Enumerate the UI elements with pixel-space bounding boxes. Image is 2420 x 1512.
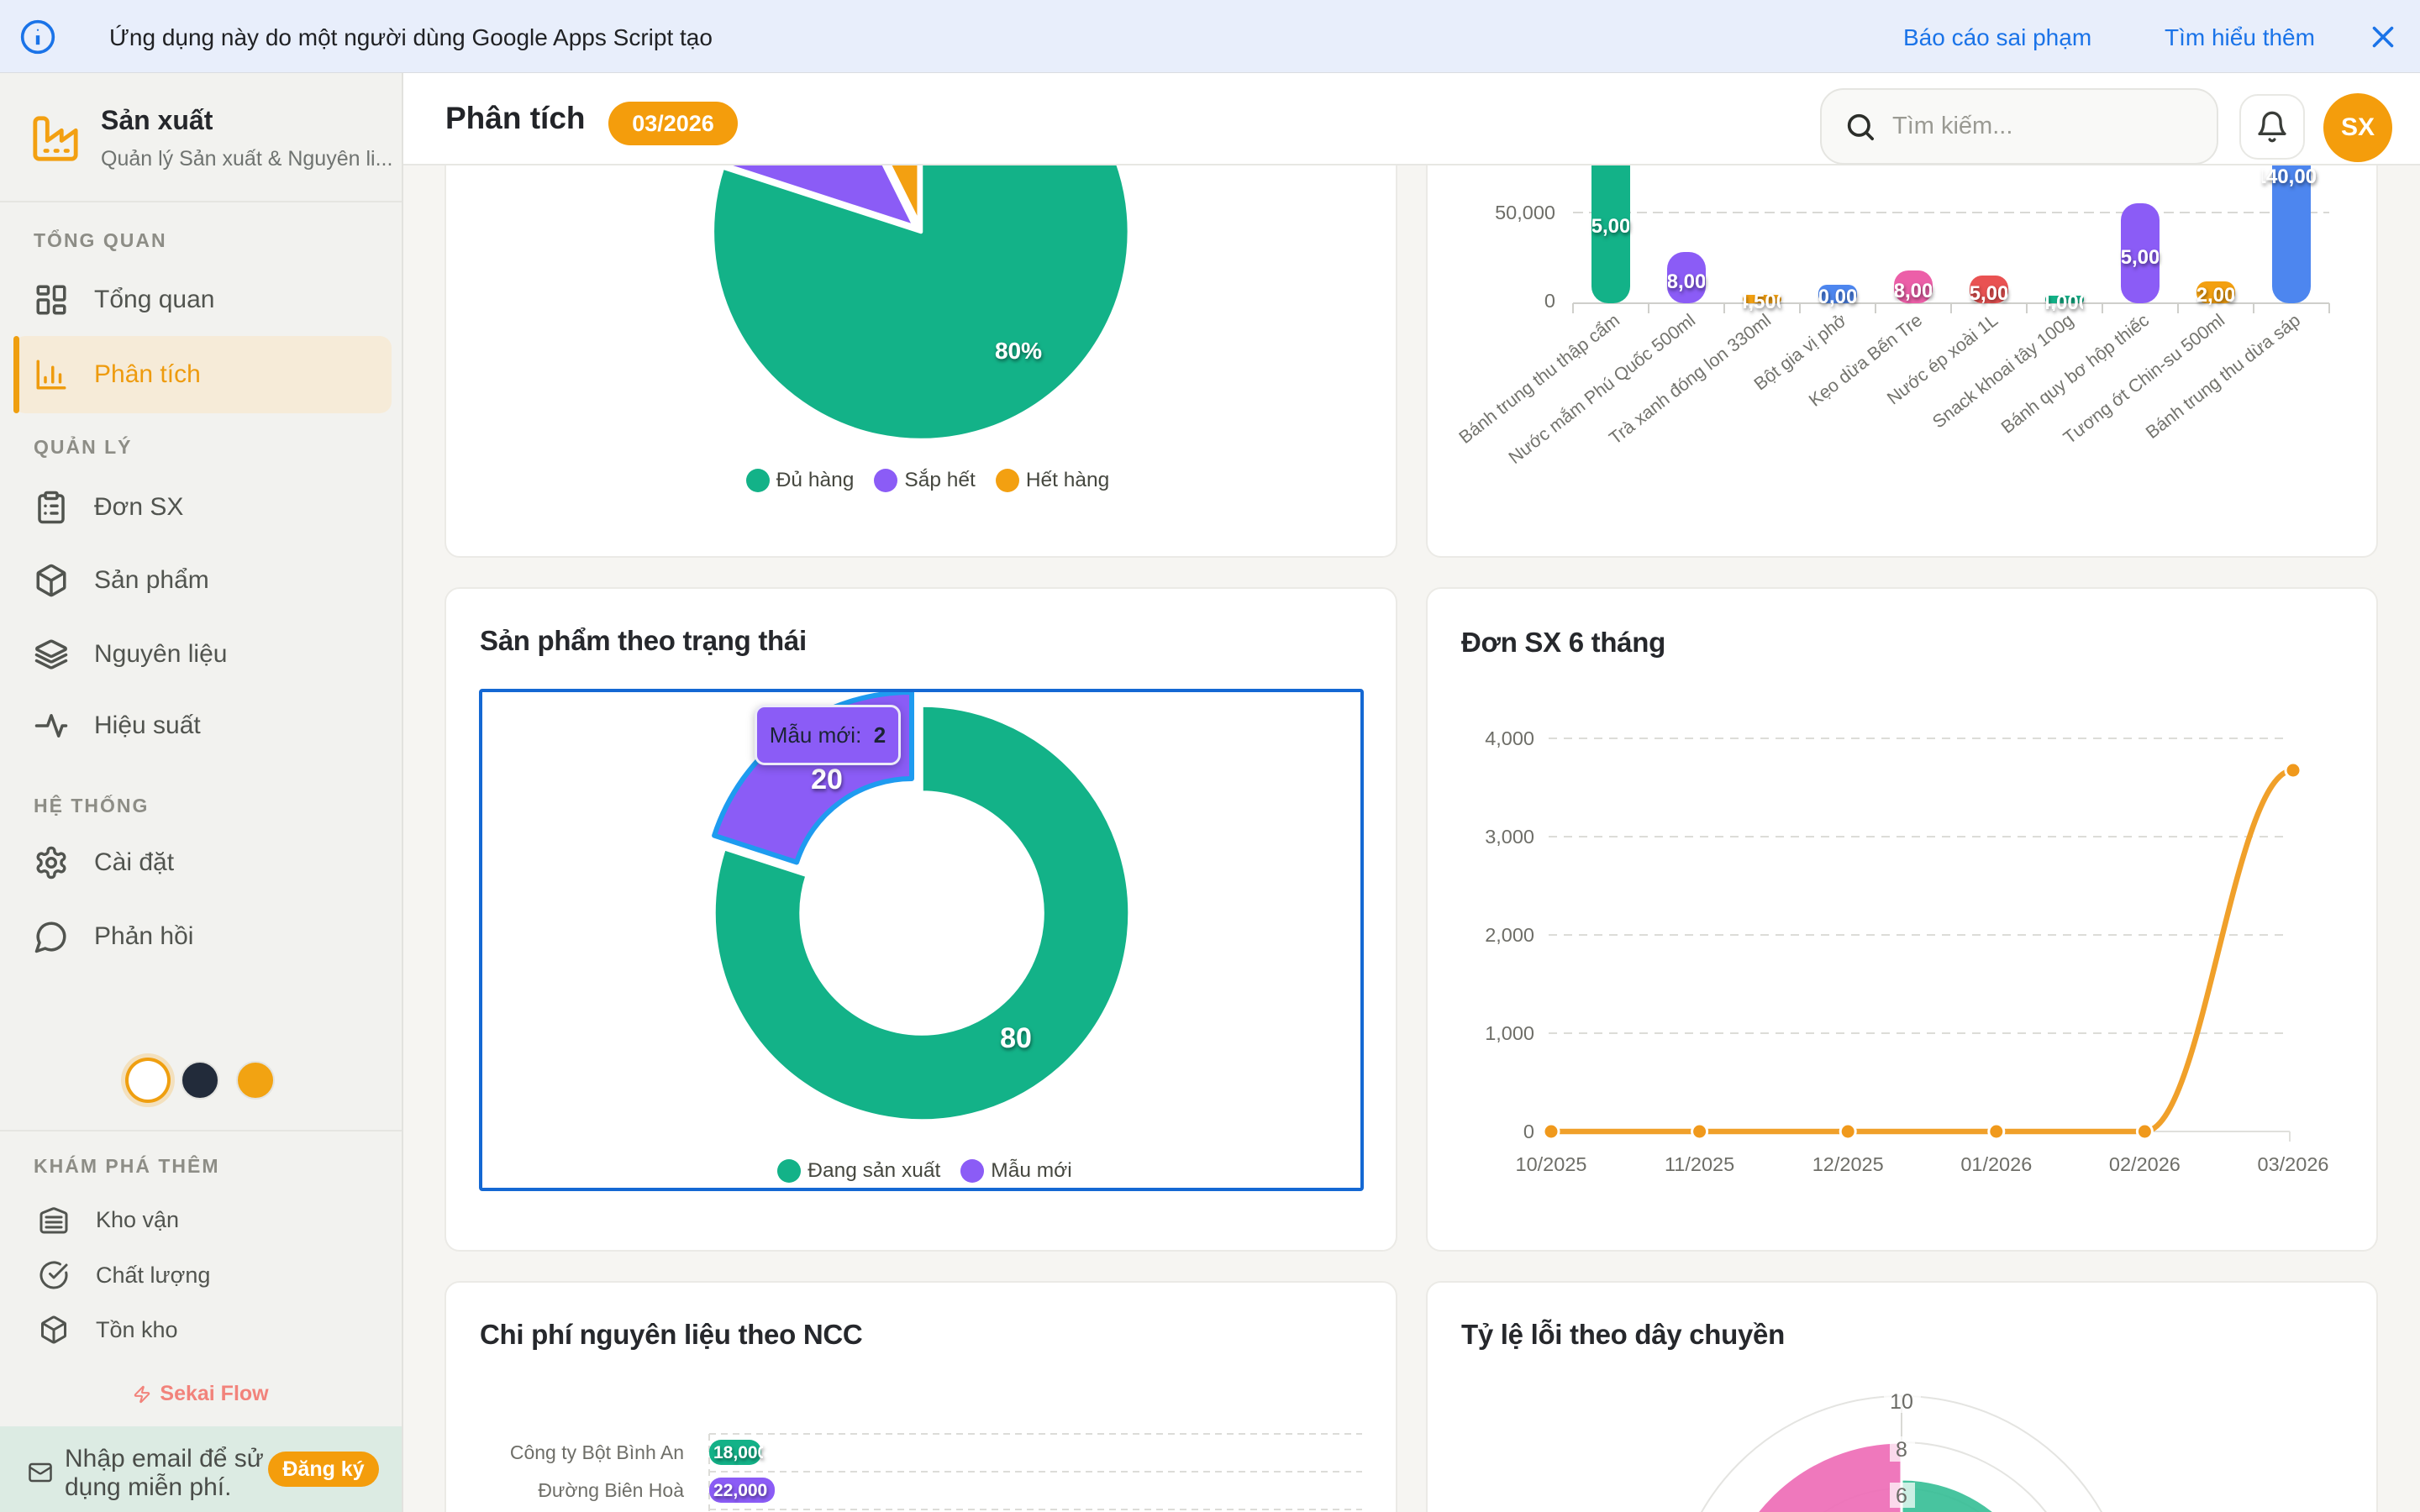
svg-text:18,000: 18,000	[713, 1443, 767, 1462]
svg-text:15,000: 15,000	[1958, 282, 2019, 305]
svg-text:80: 80	[1000, 1022, 1032, 1054]
svg-text:02/2026: 02/2026	[2109, 1153, 2181, 1175]
svg-text:11/2025: 11/2025	[1665, 1153, 1734, 1175]
svg-text:22,000: 22,000	[713, 1481, 767, 1500]
svg-text:Bánh quy bơ hộp thiếc: Bánh quy bơ hộp thiếc	[1997, 310, 2153, 438]
svg-text:2,000: 2,000	[1485, 924, 1534, 946]
svg-text:50,000: 50,000	[1495, 202, 1555, 223]
svg-text:28,000: 28,000	[1655, 270, 1717, 293]
svg-text:20: 20	[811, 764, 843, 795]
svg-text:10: 10	[1890, 1390, 1913, 1414]
svg-text:Đường Biên Hoà: Đường Biên Hoà	[538, 1479, 684, 1501]
svg-text:85,000: 85,000	[1580, 215, 1641, 238]
svg-text:Snack khoai tây 100g: Snack khoai tây 100g	[1928, 310, 2077, 432]
svg-text:8: 8	[1896, 1438, 1907, 1462]
svg-text:12/2025: 12/2025	[1812, 1153, 1884, 1175]
svg-text:12,000: 12,000	[2185, 284, 2246, 307]
svg-text:3,000: 3,000	[1485, 826, 1534, 848]
svg-text:10,000: 10,000	[1807, 286, 1868, 308]
svg-text:6: 6	[1896, 1484, 1907, 1508]
svg-text:01/2026: 01/2026	[1960, 1153, 2032, 1175]
svg-text:03/2026: 03/2026	[2258, 1153, 2329, 1175]
svg-text:1,000: 1,000	[1485, 1022, 1534, 1044]
svg-text:18,000: 18,000	[1882, 280, 1944, 302]
svg-text:4,500: 4,500	[1737, 291, 1787, 313]
svg-text:0: 0	[1523, 1121, 1534, 1142]
svg-text:140,000: 140,000	[2255, 165, 2328, 188]
svg-text:10/2025: 10/2025	[1516, 1153, 1587, 1175]
svg-text:Công ty Bột Bình An: Công ty Bột Bình An	[510, 1441, 684, 1463]
svg-text:0: 0	[1544, 290, 1555, 312]
svg-text:80%: 80%	[995, 338, 1042, 364]
svg-text:4,000: 4,000	[2039, 291, 2090, 314]
svg-text:55,000: 55,000	[2109, 246, 2170, 269]
svg-text:4,000: 4,000	[1485, 727, 1534, 749]
